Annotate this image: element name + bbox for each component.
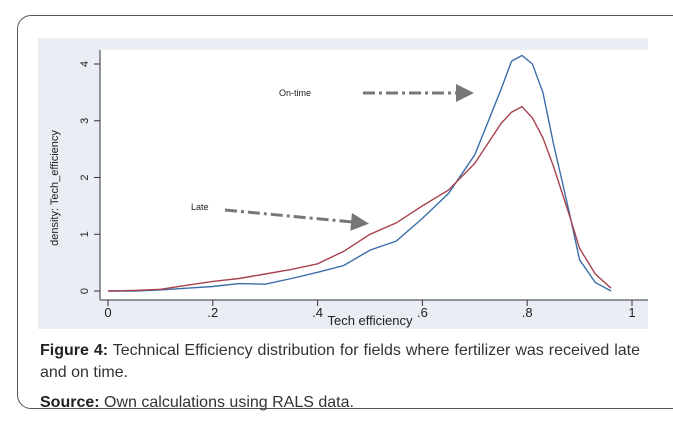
series-line <box>107 105 612 292</box>
y-axis-label: density: Tech_efficiency <box>49 130 61 246</box>
source-label: Source: <box>40 394 100 411</box>
x-axis-label: Tech efficiency <box>327 313 413 328</box>
source-line: Source: Own calculations using RALS data… <box>40 392 640 414</box>
curve-annotation: Late <box>191 202 209 212</box>
caption-text: Technical Efficiency distribution for fi… <box>40 342 640 381</box>
y-tick-label: 4 <box>79 61 91 67</box>
x-tick-label: .2 <box>207 305 218 320</box>
chart: density: Tech_efficiency Tech efficiency… <box>49 50 648 328</box>
curve-annotation: On-time <box>279 88 311 98</box>
caption-label: Figure 4: <box>40 342 109 359</box>
figure-frame <box>17 15 673 409</box>
y-tick-label: 2 <box>79 174 91 180</box>
x-tick-label: 0 <box>104 305 111 320</box>
x-tick-label: .6 <box>417 305 428 320</box>
caption: Figure 4: Technical Efficiency distribut… <box>40 340 640 422</box>
x-tick-label: 1 <box>628 305 635 320</box>
chart-area: density: Tech_efficiency Tech efficiency… <box>38 38 648 329</box>
source-text: Own calculations using RALS data. <box>104 394 354 411</box>
annotation-arrow <box>224 208 369 231</box>
y-tick-label: 3 <box>79 118 91 124</box>
x-tick-label: .8 <box>522 305 533 320</box>
y-tick-label: 1 <box>79 231 91 237</box>
plot-area <box>100 50 648 300</box>
y-tick-label: 0 <box>79 288 91 294</box>
x-tick-label: .4 <box>312 305 323 320</box>
series-line <box>108 54 612 292</box>
figure-caption: Figure 4: Technical Efficiency distribut… <box>40 340 640 384</box>
